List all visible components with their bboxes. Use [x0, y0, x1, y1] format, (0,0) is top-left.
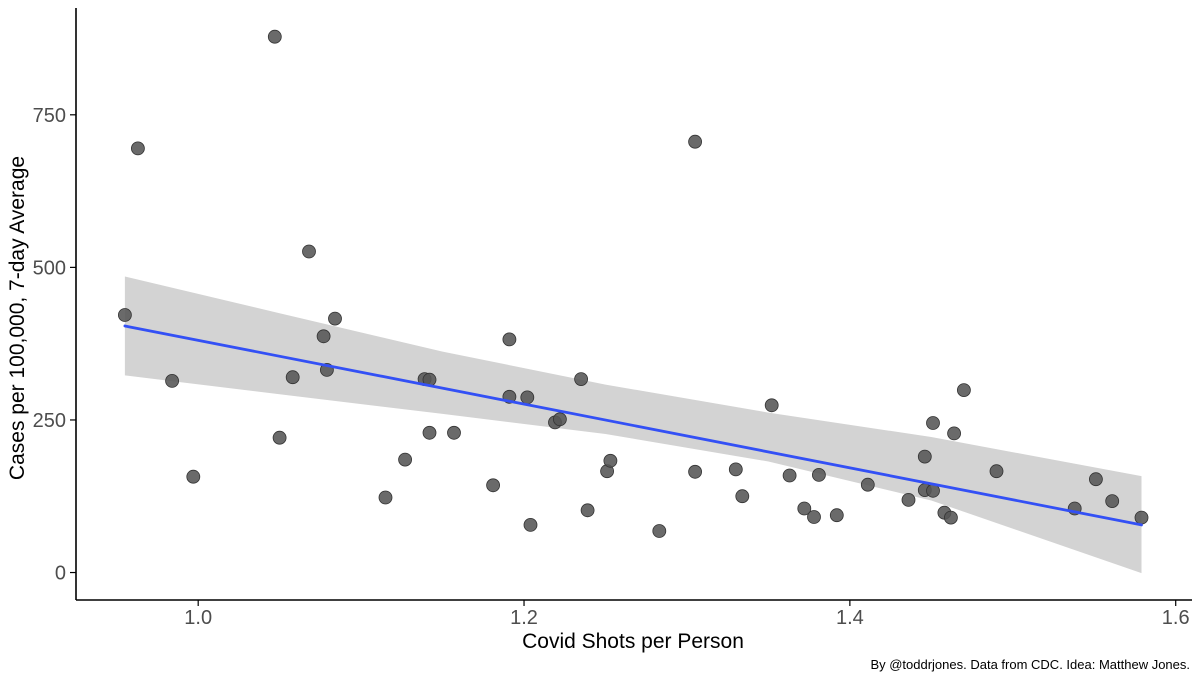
data-point: [422, 425, 437, 440]
x-tick-label: 1.6: [1162, 607, 1190, 629]
data-point: [398, 452, 413, 467]
data-point: [267, 29, 282, 44]
x-axis-label: Covid Shots per Person: [522, 630, 744, 653]
data-point: [130, 141, 145, 156]
data-point: [782, 468, 797, 483]
x-tick-label: 1.4: [836, 607, 864, 629]
y-tick-label: 500: [33, 257, 66, 279]
data-point: [378, 490, 393, 505]
data-point: [944, 510, 958, 525]
axes-layer: 1.0 1.2 1.4 1.6 0 250 500 750: [33, 8, 1192, 629]
y-tick-label: 0: [55, 563, 66, 585]
data-point: [603, 453, 618, 468]
y-axis-label: Cases per 100,000, 7-day Average: [6, 156, 29, 480]
data-point: [829, 508, 844, 523]
y-tick-label: 250: [33, 410, 66, 432]
data-point: [1089, 472, 1103, 487]
data-point: [328, 311, 342, 326]
data-point: [926, 416, 940, 430]
data-point: [860, 477, 875, 492]
x-tick-label: 1.2: [510, 607, 538, 629]
data-point: [1134, 510, 1149, 525]
data-point: [688, 464, 702, 479]
data-point: [797, 501, 812, 516]
data-point: [447, 425, 461, 440]
data-point: [989, 464, 1004, 479]
data-point: [118, 308, 132, 322]
trend-line: [123, 324, 1143, 527]
data-point: [1105, 494, 1120, 509]
x-tick-label: 1.0: [184, 607, 212, 629]
data-point: [917, 449, 932, 464]
y-tick-label: 750: [33, 105, 66, 127]
data-point: [957, 383, 971, 398]
data-point: [486, 478, 501, 493]
data-point: [165, 373, 180, 388]
data-point: [580, 503, 595, 518]
data-point: [502, 332, 517, 347]
data-point: [764, 398, 779, 413]
points-layer: [118, 29, 1149, 538]
data-point: [316, 329, 331, 344]
data-point: [688, 134, 702, 149]
data-point: [947, 426, 961, 441]
data-point: [523, 518, 538, 532]
data-point: [272, 430, 287, 445]
data-point: [735, 489, 750, 504]
data-point: [574, 372, 588, 387]
caption: By @toddrjones. Data from CDC. Idea: Mat…: [870, 657, 1190, 672]
data-point: [652, 524, 667, 538]
data-point: [520, 390, 535, 405]
data-point: [901, 492, 916, 507]
data-point: [807, 510, 821, 524]
data-point: [728, 462, 743, 477]
trend-layer: [123, 324, 1143, 527]
data-point: [553, 412, 567, 427]
data-point: [186, 469, 201, 484]
data-point: [285, 370, 300, 385]
data-point: [302, 244, 316, 259]
data-point: [812, 467, 826, 482]
